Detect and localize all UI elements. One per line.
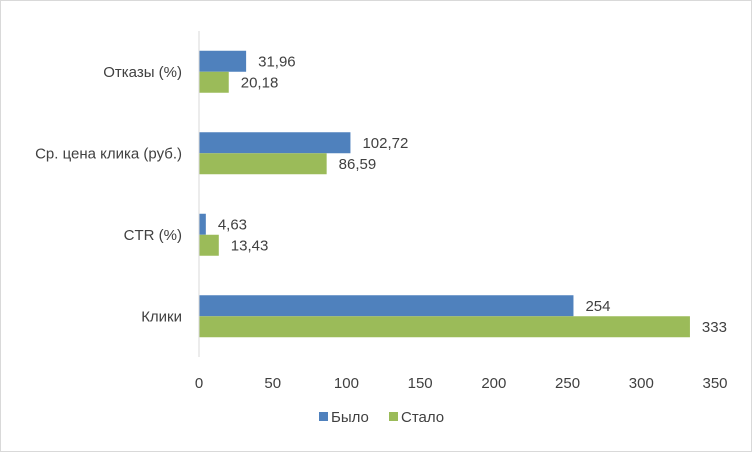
bar-after <box>199 234 219 256</box>
category-label: Клики <box>141 308 182 325</box>
x-tick-label: 250 <box>555 375 580 392</box>
legend: Было Стало <box>319 409 444 426</box>
bar-before <box>199 295 574 317</box>
x-tick-label: 200 <box>481 375 506 392</box>
category-label: Ср. цена клика (руб.) <box>35 145 182 162</box>
bars-layer <box>199 50 690 338</box>
data-label: 4,63 <box>218 216 247 233</box>
bar-before <box>199 132 351 154</box>
x-axis-ticks: 0 50 100 150 200 250 300 350 <box>195 375 728 392</box>
x-tick-label: 50 <box>264 375 281 392</box>
legend-label: Стало <box>401 409 444 426</box>
data-label: 86,59 <box>339 156 377 173</box>
legend-swatch <box>319 412 328 421</box>
x-tick-label: 350 <box>702 375 727 392</box>
bar-before <box>199 50 247 72</box>
data-label: 102,72 <box>362 135 408 152</box>
data-label: 13,43 <box>231 237 269 254</box>
bar-after <box>199 316 690 338</box>
legend-swatch <box>389 412 398 421</box>
category-labels: Клики CTR (%) Ср. цена клика (руб.) Отказы … <box>35 64 182 326</box>
data-label: 333 <box>702 319 727 336</box>
data-label: 31,96 <box>258 53 296 70</box>
bar-after <box>199 153 327 175</box>
x-tick-label: 100 <box>334 375 359 392</box>
x-tick-label: 0 <box>195 375 203 392</box>
data-labels: 254 333 4,63 13,43 102,72 86,59 31,96 20,18 <box>218 53 727 336</box>
bar-before <box>199 213 206 235</box>
category-label: Отказы (%) <box>103 64 182 81</box>
legend-label: Было <box>331 409 369 426</box>
x-tick-label: 300 <box>629 375 654 392</box>
data-label: 20,18 <box>241 74 279 91</box>
x-tick-label: 150 <box>408 375 433 392</box>
category-label: CTR (%) <box>124 227 182 244</box>
bar-after <box>199 71 229 93</box>
data-label: 254 <box>585 298 610 315</box>
